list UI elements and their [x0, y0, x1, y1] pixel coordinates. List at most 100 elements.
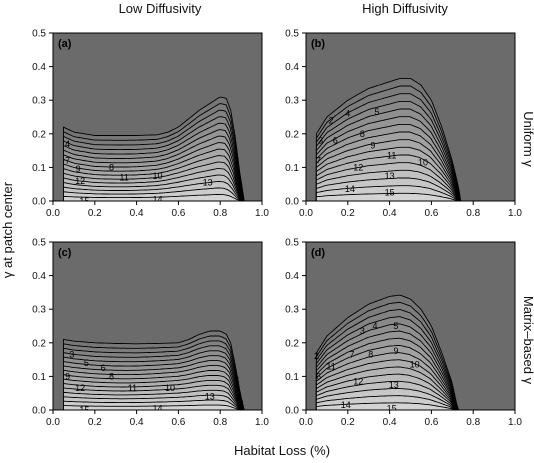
contour-label: 14	[345, 184, 355, 194]
contour-label: 15	[385, 188, 395, 198]
y-tick-label: 0.2	[285, 129, 299, 140]
contour-label: 8	[368, 350, 373, 360]
contour-label: 12	[353, 162, 363, 172]
x-tick-label: 0.8	[213, 417, 227, 428]
x-axis-label: Habitat Loss (%)	[234, 443, 330, 458]
contour-level	[315, 192, 461, 201]
x-tick-label: 0.6	[424, 208, 438, 219]
contour-label: 13	[389, 380, 399, 390]
x-tick-label: 1.0	[255, 417, 269, 428]
contour-label: 9	[393, 346, 398, 356]
contour-label: 8	[109, 371, 114, 381]
col-title-high: High Diffusivity	[362, 1, 448, 16]
x-tick-label: 0.8	[213, 208, 227, 219]
contour-label: 4	[345, 109, 350, 119]
contour-label: 11	[128, 383, 137, 393]
contour-label: 10	[165, 383, 175, 393]
x-tick-label: 0.2	[88, 208, 102, 219]
contour-label: 5	[84, 358, 89, 368]
contour-label: 11	[326, 361, 335, 371]
contour-level	[315, 402, 459, 410]
contour-label: 6	[316, 371, 321, 381]
contour-label: 5	[234, 176, 239, 186]
y-tick-label: 0.5	[285, 238, 299, 249]
contour-label: 2	[239, 398, 244, 408]
contour-group: 35 6 9 8 12 11 10 13 14 15 4 2	[63, 330, 245, 415]
x-tick-label: 0.6	[171, 208, 185, 219]
contour-label: 8	[360, 129, 365, 139]
contour-label: 7	[65, 156, 70, 166]
panel-letter: (d)	[311, 247, 325, 259]
contour-group: 4 79 8 12 11 10 13 14 15 52	[63, 96, 245, 206]
y-tick-label: 0.4	[32, 271, 46, 282]
contour-label: 9	[65, 371, 70, 381]
x-tick-label: 0.2	[341, 208, 355, 219]
panel-1: 2 4 5 3 6 8 7 9 11 10 12 13 14 15 (b) 0.0 0.2 0.4 0.6 0.8 1.…	[285, 29, 522, 220]
x-tick-label: 0.6	[171, 417, 185, 428]
x-tick-label: 0.2	[88, 417, 102, 428]
contour-level	[63, 194, 245, 201]
x-tick-label: 0.4	[130, 417, 144, 428]
contour-label: 9	[370, 141, 375, 151]
x-tick-label: 0.4	[130, 208, 144, 219]
contour-label: 15	[79, 405, 89, 415]
contour-label: 11	[387, 151, 396, 161]
y-tick-label: 0.1	[285, 163, 299, 174]
y-tick-label: 0.3	[285, 305, 299, 316]
contour-label: 4	[372, 321, 377, 331]
x-tick-label: 0.4	[383, 417, 397, 428]
x-tick-label: 0.0	[46, 208, 60, 219]
y-tick-label: 0.3	[32, 305, 46, 316]
x-tick-label: 0.0	[299, 417, 313, 428]
panel-0: 4 79 8 12 11 10 13 14 15 52 (a) 0.0 0.2 0.4 0.6 0.8 1.0 0…	[32, 29, 269, 220]
y-tick-label: 0.2	[32, 338, 46, 349]
y-tick-label: 0.5	[32, 29, 46, 40]
contour-label: 3	[69, 350, 74, 360]
y-axis-label: γ at patch center	[0, 181, 15, 278]
y-tick-label: 0.1	[32, 372, 46, 383]
y-tick-label: 0.2	[32, 129, 46, 140]
contour-label: 4	[65, 139, 70, 149]
y-tick-label: 0.0	[285, 406, 299, 417]
contour-label: 15	[79, 196, 89, 206]
panel-letter: (b)	[311, 38, 325, 50]
y-tick-label: 0.4	[285, 62, 299, 73]
contour-label: 6	[333, 136, 338, 146]
contour-label: 12	[75, 176, 85, 186]
contour-label: 11	[119, 172, 128, 182]
contour-label: 2	[329, 115, 334, 125]
contour-label: 2	[314, 351, 319, 361]
contour-label: 7	[349, 350, 354, 360]
contour-label: 10	[418, 157, 428, 167]
x-tick-label: 0.4	[383, 208, 397, 219]
panel-frame	[52, 241, 263, 411]
panel-frame	[305, 32, 516, 202]
contour-label: 13	[205, 392, 215, 402]
contour-label: 13	[203, 178, 213, 188]
x-tick-label: 0.6	[424, 417, 438, 428]
panel-letter: (c)	[58, 247, 72, 259]
x-tick-label: 0.0	[299, 208, 313, 219]
y-tick-label: 0.3	[32, 96, 46, 107]
contour-label: 4	[234, 375, 239, 385]
x-tick-label: 1.0	[508, 417, 522, 428]
contour-label: 12	[353, 376, 363, 386]
y-tick-label: 0.5	[32, 238, 46, 249]
contour-label: 14	[152, 194, 162, 204]
col-title-low: Low Diffusivity	[119, 1, 202, 16]
panel-frame	[52, 32, 263, 202]
x-tick-label: 1.0	[508, 208, 522, 219]
contour-label: 14	[152, 403, 162, 413]
x-tick-label: 0.0	[46, 417, 60, 428]
contour-label: 5	[393, 321, 398, 331]
y-tick-label: 0.0	[285, 197, 299, 208]
y-tick-label: 0.3	[285, 96, 299, 107]
y-tick-label: 0.4	[285, 271, 299, 282]
contour-label: 13	[385, 171, 395, 181]
y-tick-label: 0.4	[32, 62, 46, 73]
contour-label: 5	[375, 107, 380, 117]
x-tick-label: 0.2	[341, 417, 355, 428]
y-tick-label: 0.0	[32, 406, 46, 417]
